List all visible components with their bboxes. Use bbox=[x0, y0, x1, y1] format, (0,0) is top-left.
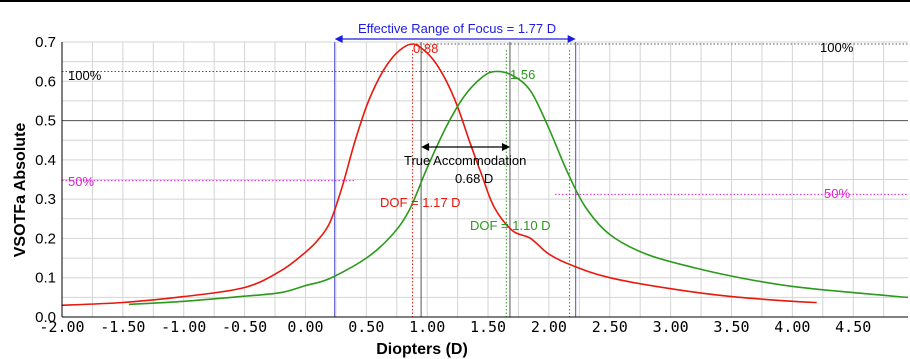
y-axis-title: VSOTFa Absolute bbox=[12, 123, 29, 258]
y-tick-label: 0.1 bbox=[35, 270, 56, 287]
annotations: Effective Range of Focus = 1.77 D 0.88 1… bbox=[68, 21, 854, 233]
red-dof-label: DOF = 1.17 D bbox=[380, 195, 461, 210]
hundred-left-label: 100% bbox=[68, 68, 102, 83]
green-peak-label: 1.56 bbox=[510, 67, 535, 82]
series-line-green bbox=[128, 70, 909, 306]
range-arrow-head-right bbox=[567, 35, 576, 43]
x-tick-label: -1.50 bbox=[100, 318, 145, 336]
arrows bbox=[334, 35, 576, 151]
x-tick-label: 2.00 bbox=[531, 318, 567, 336]
range-label: Effective Range of Focus = 1.77 D bbox=[358, 21, 556, 36]
y-tick-label: 0.7 bbox=[35, 34, 56, 51]
fifty-left-label: 50% bbox=[68, 174, 94, 189]
x-tick-label: -0.50 bbox=[222, 318, 267, 336]
x-tick-label: -2.00 bbox=[39, 318, 84, 336]
x-tick-label: 4.50 bbox=[835, 318, 871, 336]
x-axis-title: Diopters (D) bbox=[376, 341, 468, 358]
grid bbox=[61, 41, 908, 318]
y-tick-label: 0.6 bbox=[35, 73, 56, 90]
series-group bbox=[61, 43, 909, 306]
y-tick-label: 0.3 bbox=[35, 191, 56, 208]
y-tick-label: 0.5 bbox=[35, 113, 56, 130]
fifty-right-label: 50% bbox=[824, 186, 850, 201]
x-tick-label: -1.00 bbox=[161, 318, 206, 336]
reference-lines bbox=[62, 42, 908, 317]
accommodation-arrow-head-left bbox=[421, 143, 430, 151]
x-tick-label: 4.00 bbox=[774, 318, 810, 336]
accommodation-label: True Accommodation bbox=[404, 153, 526, 168]
y-tick-label: 0.0 bbox=[35, 309, 56, 326]
hundred-right-label: 100% bbox=[820, 40, 854, 55]
y-tick-label: 0.2 bbox=[35, 230, 56, 247]
y-tick-label: 0.4 bbox=[35, 152, 56, 169]
x-tick-label: 3.00 bbox=[653, 318, 689, 336]
accommodation-arrow-head-right bbox=[501, 143, 510, 151]
x-tick-label: 2.50 bbox=[592, 318, 628, 336]
x-tick-label: 3.50 bbox=[713, 318, 749, 336]
range-arrow-head-left bbox=[334, 35, 343, 43]
red-peak-label: 0.88 bbox=[413, 41, 438, 56]
series-line-red bbox=[61, 43, 817, 306]
x-tick-label: 0.50 bbox=[348, 318, 384, 336]
axes: -2.00 -1.50 -1.00 -0.50 0.00 0.50 1.00 1.50 2.00… bbox=[35, 34, 908, 336]
green-dof-label: DOF = 1.10 D bbox=[470, 218, 551, 233]
accommodation-value: 0.68 D bbox=[455, 171, 493, 186]
x-tick-label: 1.00 bbox=[409, 318, 445, 336]
x-tick-label: 0.00 bbox=[287, 318, 323, 336]
x-tick-label: 1.50 bbox=[470, 318, 506, 336]
